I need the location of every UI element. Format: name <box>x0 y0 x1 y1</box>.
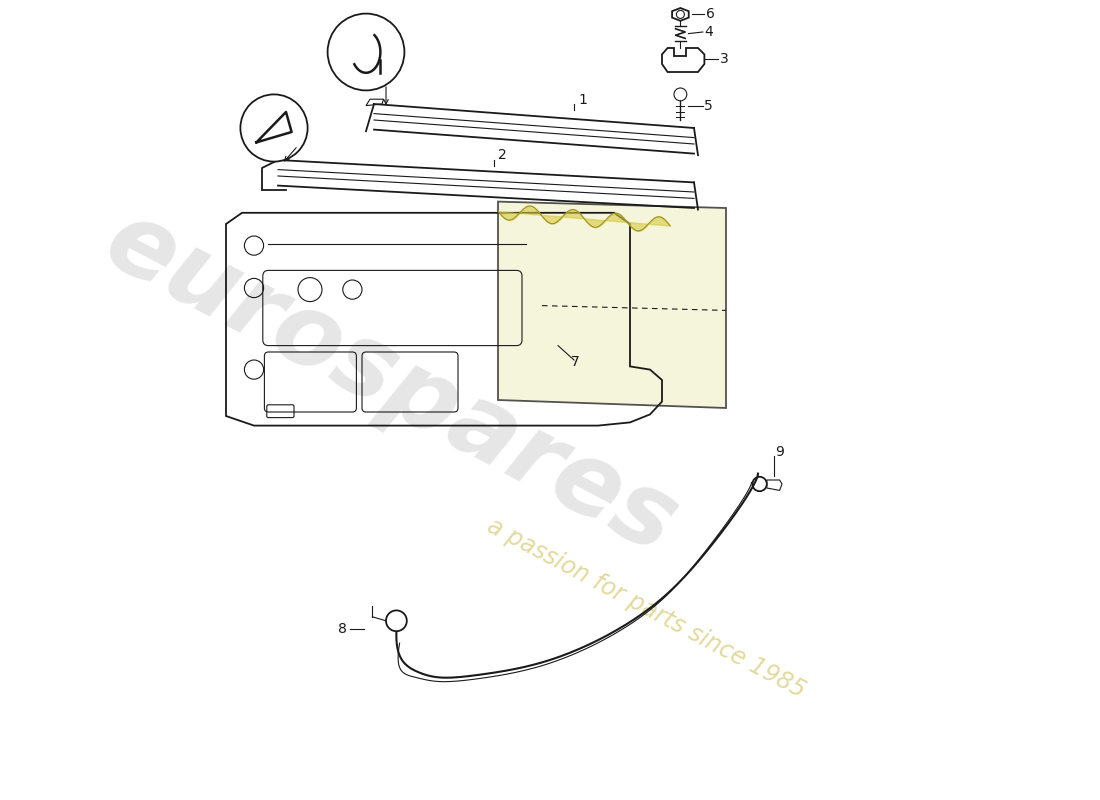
Text: 5: 5 <box>704 99 713 114</box>
Polygon shape <box>498 202 726 408</box>
Text: 6: 6 <box>706 7 715 22</box>
Text: 8: 8 <box>338 622 346 636</box>
Text: 7: 7 <box>571 355 580 370</box>
Text: 9: 9 <box>776 445 784 459</box>
Text: 3: 3 <box>719 52 728 66</box>
Text: 4: 4 <box>704 25 713 39</box>
Text: 1: 1 <box>578 93 587 107</box>
Text: a passion for parts since 1985: a passion for parts since 1985 <box>483 514 810 702</box>
Circle shape <box>328 14 405 90</box>
Circle shape <box>241 94 308 162</box>
Text: 2: 2 <box>498 148 507 162</box>
Text: eurospares: eurospares <box>88 193 692 575</box>
